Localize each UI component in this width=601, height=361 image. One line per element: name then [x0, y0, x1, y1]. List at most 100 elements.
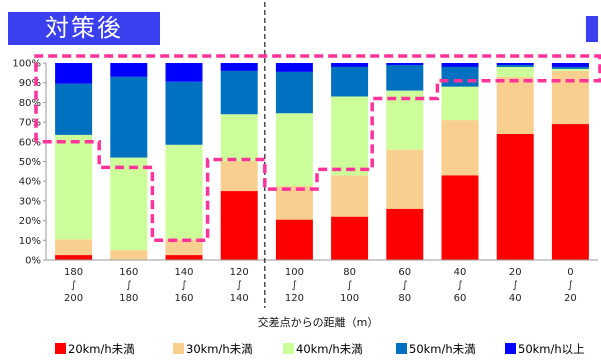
y-tick-label: 60%: [19, 137, 41, 148]
bar-segment: [331, 63, 369, 67]
bar-segment: [110, 63, 148, 77]
bar-segment: [441, 66, 479, 87]
x-tick-label: ∫: [181, 280, 186, 291]
x-tick-label: 80: [343, 267, 356, 278]
highlight-outline: [34, 54, 601, 243]
bar-segment: [496, 133, 534, 260]
x-tick-label: 140: [230, 293, 249, 304]
y-tick-label: 70%: [19, 118, 41, 129]
page-title: 対策後: [8, 12, 160, 45]
bar-segment: [551, 63, 589, 67]
x-tick-label: 120: [285, 293, 304, 304]
bar-segment: [220, 191, 258, 260]
legend-label: 30km/h未満: [186, 342, 253, 356]
bar-segment: [275, 113, 313, 187]
bar-segment: [551, 124, 589, 260]
x-tick-label: 180: [64, 267, 83, 278]
bar-segment: [55, 255, 93, 260]
x-tick-label: 80: [398, 293, 411, 304]
legend-label: 50km/h未満: [409, 342, 476, 356]
x-tick-label: 120: [230, 267, 249, 278]
title-marker: [586, 16, 598, 42]
bar-segment: [331, 175, 369, 217]
bar-segment: [386, 90, 424, 150]
legend-swatch: [55, 343, 66, 354]
bar-segment: [331, 66, 369, 97]
legend-swatch: [505, 343, 516, 354]
bar-segment: [331, 216, 369, 260]
x-tick-label: ∫: [457, 280, 462, 291]
legend-label: 40km/h未満: [296, 342, 363, 356]
x-tick-label: 20: [564, 293, 577, 304]
y-tick-label: 30%: [19, 196, 41, 207]
x-tick-label: ∫: [237, 280, 242, 291]
bar-segment: [386, 208, 424, 260]
bar-segment: [496, 76, 534, 134]
bar-segment: [275, 186, 313, 220]
bar-segment: [55, 134, 93, 240]
y-tick-label: 10%: [19, 236, 41, 247]
x-tick-label: ∫: [126, 280, 131, 291]
y-tick-label: 0%: [25, 256, 41, 267]
bar-segment: [165, 81, 203, 145]
bar-segment: [165, 63, 203, 82]
bar-segment: [165, 239, 203, 256]
bar-segment: [441, 86, 479, 121]
x-axis-title: 交差点からの距離（m）: [258, 315, 379, 329]
legend-label: 50km/h以上: [518, 342, 585, 356]
x-tick-label: 0: [567, 267, 573, 278]
bar-segment: [55, 83, 93, 135]
legend-swatch: [173, 343, 184, 354]
y-tick-label: 100%: [12, 59, 41, 70]
bar-segment: [551, 66, 589, 69]
x-tick-label: 160: [119, 267, 138, 278]
legend-swatch: [283, 343, 294, 354]
bar-segment: [496, 63, 534, 65]
bar-segment: [441, 175, 479, 260]
bar-segment: [386, 63, 424, 65]
y-tick-label: 50%: [19, 157, 41, 168]
x-tick-label: 100: [340, 293, 359, 304]
bar-segment: [496, 66, 534, 77]
x-tick-label: 100: [285, 267, 304, 278]
bar-segment: [55, 63, 93, 84]
bar-segment: [386, 64, 424, 91]
bar-segment: [165, 144, 203, 240]
x-tick-label: 40: [509, 293, 522, 304]
bar-segment: [275, 63, 313, 72]
x-tick-label: 180: [119, 293, 138, 304]
bar-segment: [441, 63, 479, 67]
y-tick-label: 80%: [19, 98, 41, 109]
x-tick-label: ∫: [402, 280, 407, 291]
x-tick-label: ∫: [347, 280, 352, 291]
bar-segment: [110, 76, 148, 158]
x-tick-label: ∫: [71, 280, 76, 291]
legend-label: 20km/h未満: [68, 342, 135, 356]
bar-segment: [110, 250, 148, 260]
bar-segment: [165, 255, 203, 260]
bar-segment: [441, 120, 479, 176]
bar-segment: [220, 114, 258, 162]
bar-segment: [220, 70, 258, 115]
y-tick-label: 20%: [19, 216, 41, 227]
bar-segment: [55, 239, 93, 256]
x-tick-label: 140: [174, 267, 193, 278]
bar-segment: [110, 157, 148, 251]
bar-segment: [551, 68, 589, 71]
x-tick-label: 160: [174, 293, 193, 304]
bar-segment: [220, 161, 258, 192]
bar-segment: [220, 63, 258, 71]
x-tick-label: 60: [398, 267, 411, 278]
bar-segment: [331, 96, 369, 176]
x-tick-label: 200: [64, 293, 83, 304]
bar-segment: [275, 71, 313, 114]
x-tick-label: 40: [454, 267, 467, 278]
bar-segment: [275, 219, 313, 260]
bar-segment: [386, 149, 424, 209]
y-tick-label: 90%: [19, 78, 41, 89]
x-tick-label: 60: [454, 293, 467, 304]
bar-segment: [496, 64, 534, 67]
bar-segment: [551, 70, 589, 125]
x-tick-label: ∫: [292, 280, 297, 291]
